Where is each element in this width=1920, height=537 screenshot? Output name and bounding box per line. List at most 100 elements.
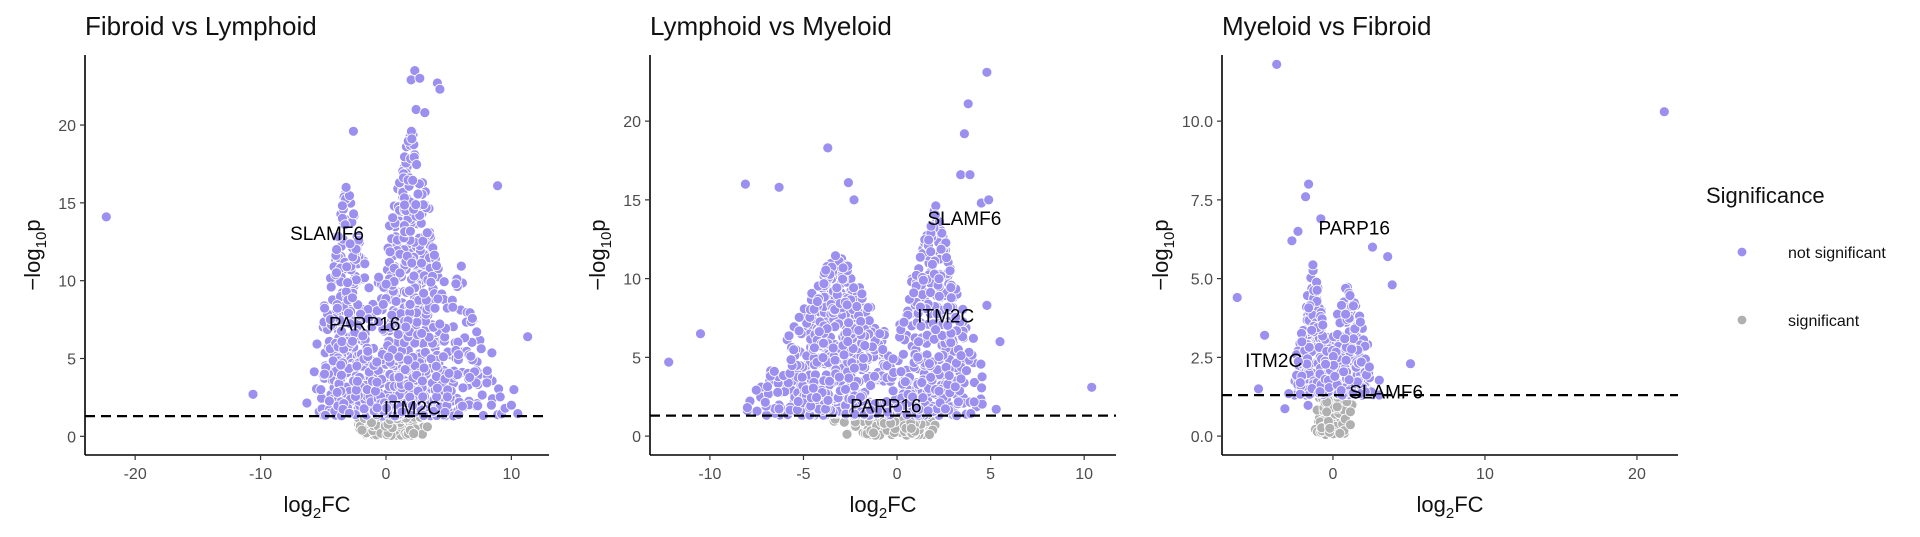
panel-title: Lymphoid vs Myeloid	[650, 11, 892, 41]
data-point	[406, 257, 418, 269]
data-point	[925, 246, 937, 258]
data-point	[840, 383, 851, 395]
data-point	[961, 365, 972, 377]
data-point	[450, 278, 462, 290]
data-point	[419, 107, 431, 118]
data-point	[742, 402, 753, 414]
data-point	[837, 262, 849, 274]
data-point	[455, 260, 467, 272]
data-point	[404, 298, 416, 310]
data-point	[1321, 406, 1333, 418]
data-point	[1331, 401, 1343, 413]
data-point	[438, 276, 450, 288]
data-point	[837, 273, 848, 285]
data-point	[481, 365, 493, 377]
data-point	[793, 325, 805, 337]
data-point	[394, 267, 406, 279]
data-point	[895, 366, 907, 378]
data-point	[343, 307, 354, 319]
data-point	[348, 208, 360, 220]
data-point	[418, 362, 430, 374]
data-point	[432, 293, 444, 305]
data-point	[431, 382, 443, 394]
y-tick-label: 5.0	[1191, 272, 1213, 289]
legend-key-not-significant	[1736, 246, 1748, 258]
data-point	[505, 399, 517, 411]
data-point	[1355, 316, 1366, 328]
data-point	[955, 350, 967, 362]
data-point	[1334, 427, 1346, 439]
data-point	[914, 251, 926, 263]
data-point	[887, 385, 899, 397]
points-layer	[1231, 59, 1670, 440]
data-point	[792, 396, 804, 407]
y-axis-title: −log10p	[20, 219, 50, 290]
data-point	[402, 354, 414, 366]
data-point	[471, 326, 483, 338]
data-point	[319, 302, 331, 314]
data-point	[1348, 300, 1359, 312]
x-axis-title: log2FC	[849, 492, 916, 522]
data-point	[356, 424, 368, 436]
data-point	[1292, 225, 1304, 237]
data-point	[481, 377, 493, 389]
data-point	[1279, 403, 1291, 415]
data-point	[831, 282, 843, 294]
legend-label-not-significant: not significant	[1788, 245, 1886, 262]
data-point	[940, 403, 951, 415]
y-tick-label: 15	[58, 196, 76, 213]
gene-label-slamf6: SLAMF6	[927, 209, 1001, 230]
data-point	[793, 311, 805, 323]
data-point	[392, 328, 404, 340]
data-point	[405, 74, 417, 86]
data-point	[1324, 422, 1336, 434]
data-point	[380, 278, 392, 290]
data-point	[750, 384, 762, 396]
data-point	[387, 212, 399, 224]
data-point	[386, 309, 398, 321]
data-point	[862, 302, 874, 314]
x-tick-label: 0	[893, 466, 902, 483]
data-point	[1340, 308, 1351, 320]
gene-label-itm2c: ITM2C	[1245, 351, 1302, 372]
y-tick-label: 0	[632, 429, 641, 446]
data-point	[406, 133, 418, 145]
data-point	[898, 316, 910, 328]
data-point	[1300, 191, 1311, 203]
x-tick-label: -10	[698, 466, 721, 483]
data-point	[869, 370, 880, 382]
data-point	[965, 408, 977, 419]
data-point	[371, 376, 383, 388]
data-point	[408, 270, 420, 282]
data-point	[416, 375, 428, 387]
data-point	[363, 282, 375, 294]
data-point	[417, 391, 429, 403]
data-point	[476, 389, 488, 401]
data-point	[843, 177, 854, 189]
data-point	[359, 258, 371, 270]
data-point	[740, 178, 751, 190]
data-point	[1294, 377, 1306, 389]
data-point	[347, 125, 359, 137]
data-point	[428, 249, 440, 261]
data-point	[1286, 235, 1298, 247]
data-point	[827, 342, 839, 354]
x-tick-label: 5	[986, 466, 995, 483]
data-point	[848, 194, 860, 206]
data-point	[807, 382, 819, 394]
y-tick-label: 5	[632, 350, 641, 367]
data-point	[981, 299, 993, 311]
data-point	[465, 350, 477, 362]
data-point	[335, 359, 347, 371]
data-point	[410, 199, 422, 211]
data-point	[475, 343, 487, 355]
data-point	[315, 384, 327, 396]
y-tick-label: 0.0	[1191, 429, 1213, 446]
data-point	[384, 246, 396, 258]
data-point	[331, 386, 343, 398]
data-point	[1253, 383, 1264, 395]
data-point	[981, 66, 993, 78]
data-point	[400, 321, 412, 333]
data-point	[955, 169, 967, 181]
